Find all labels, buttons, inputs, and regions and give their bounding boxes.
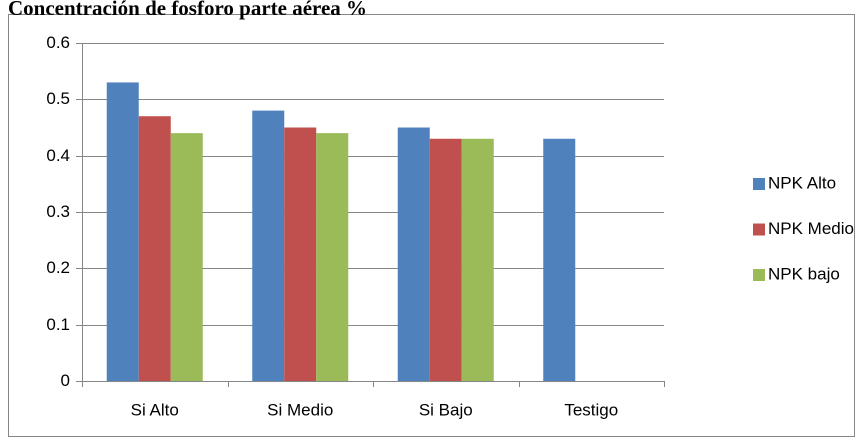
y-tick-label: 0.2 [46, 258, 70, 277]
x-tick-label: Testigo [564, 400, 618, 419]
bar [138, 116, 171, 381]
legend-label: NPK bajo [768, 264, 840, 283]
bar [429, 138, 462, 381]
legend-swatch [753, 178, 765, 190]
legend-label: NPK Alto [768, 173, 836, 192]
legend-swatch [753, 269, 765, 281]
bar [106, 82, 139, 381]
chart-title: Concentración de fosforo parte aérea % [8, 0, 367, 20]
y-tick-label: 0 [61, 371, 70, 390]
chart-frame [8, 14, 855, 437]
bar [461, 138, 494, 381]
x-tick-label: Si Alto [131, 400, 179, 419]
y-tick-label: 0.4 [46, 146, 70, 165]
x-tick-label: Si Bajo [419, 400, 473, 419]
bar [284, 127, 317, 381]
y-tick-label: 0.1 [46, 315, 70, 334]
y-tick-label: 0.3 [46, 202, 70, 221]
bar [397, 127, 430, 381]
bar [252, 110, 285, 381]
legend-swatch [753, 223, 765, 236]
bar [543, 138, 576, 381]
x-tick-label: Si Medio [267, 400, 333, 419]
y-tick-label: 0.6 [46, 33, 70, 52]
bar [170, 133, 203, 381]
y-tick-label: 0.5 [46, 89, 70, 108]
bar [316, 133, 349, 381]
legend-label: NPK Medio [768, 219, 854, 238]
